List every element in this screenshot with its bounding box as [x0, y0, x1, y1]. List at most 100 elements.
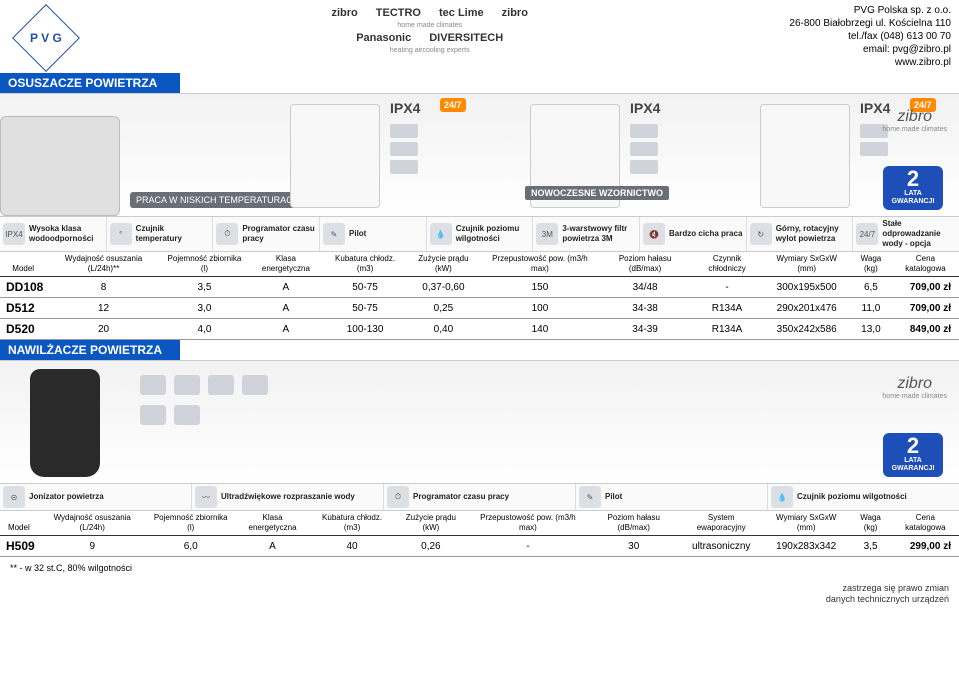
- brand-sub: heating aircooling experts: [390, 47, 470, 54]
- table-cell: A: [248, 319, 323, 340]
- table-cell: A: [248, 277, 323, 298]
- table-row: D520204,0A100-1300,4014034-39R134A350x24…: [0, 319, 959, 340]
- table-header: Model: [0, 252, 46, 277]
- feature-label: Czujnik poziomu wilgotności: [456, 224, 530, 244]
- table-cell: 40: [310, 536, 393, 557]
- table-cell: D520: [0, 319, 46, 340]
- table-cell: 34-39: [600, 319, 691, 340]
- warranty-lata: LATA: [883, 190, 943, 198]
- company-logo-text: P V G: [30, 31, 62, 45]
- humidifiers-table: ModelWydajność osuszania (L/24h)Pojemnoś…: [0, 511, 959, 557]
- table-cell: -: [468, 536, 588, 557]
- table-cell: A: [248, 298, 323, 319]
- table-cell: DD108: [0, 277, 46, 298]
- table-header: Przepustowość pow. (m3/h max): [468, 511, 588, 536]
- company-contact: PVG Polska sp. z o.o. 26-800 Białobrzegi…: [789, 4, 951, 69]
- table-header: Waga (kg): [850, 252, 892, 277]
- warranty-badge: 2 LATA GWARANCJI: [883, 166, 943, 210]
- company-name: PVG Polska sp. z o.o.: [789, 4, 951, 17]
- humidifiers-title: NAWILŻACZE POWIETRZA: [0, 340, 180, 360]
- brand-item: Panasonic: [352, 31, 415, 45]
- feature-label: Czujnik temperatury: [136, 224, 210, 244]
- warranty-text: GWARANCJI: [883, 198, 943, 206]
- warranty-lata: LATA: [883, 457, 943, 465]
- dehumidifiers-table: ModelWydajność osuszania (L/24h)**Pojemn…: [0, 252, 959, 340]
- feature-label: Górny, rotacyjny wylot powietrza: [776, 224, 850, 244]
- table-header: Zużycie prądu (kW): [394, 511, 468, 536]
- table-header: Poziom hałasu (dB/max): [588, 511, 680, 536]
- ipx-badge: IPX4: [390, 100, 420, 116]
- table-cell: 50-75: [324, 277, 407, 298]
- feature-icon: 💧: [430, 223, 452, 245]
- company-logo: P V G: [12, 4, 80, 72]
- feature-label: Wysoka klasa wodoodporności: [29, 224, 103, 244]
- table-cell: -: [691, 277, 764, 298]
- table-header: Przepustowość pow. (m3/h max): [480, 252, 599, 277]
- feature-item: °Czujnik temperatury: [107, 217, 214, 251]
- zibro-tagline: home made climates: [882, 126, 947, 133]
- table-header: Wymiary SxGxW (mm): [763, 252, 849, 277]
- table-cell: 3,0: [161, 298, 248, 319]
- brand-item: TECTRO: [372, 6, 425, 20]
- table-cell: 6,5: [850, 277, 892, 298]
- feature-label: Pilot: [349, 229, 366, 239]
- table-cell: A: [235, 536, 311, 557]
- feature-item: 24/7Stałe odprowadzanie wody - opcja: [853, 217, 959, 251]
- table-cell: 8: [46, 277, 160, 298]
- table-cell: 350x242x586: [763, 319, 849, 340]
- footnote: ** - w 32 st.C, 80% wilgotności: [0, 557, 959, 579]
- table-row: D512123,0A50-750,2510034-38R134A290x201x…: [0, 298, 959, 319]
- table-cell: 190x283x342: [763, 536, 850, 557]
- company-web: www.zibro.pl: [789, 56, 951, 69]
- table-cell: 100: [480, 298, 599, 319]
- table-header: Wydajność osuszania (L/24h)**: [46, 252, 160, 277]
- feature-icon: 🔇: [643, 223, 665, 245]
- zibro-brand: zibro home made climates: [882, 375, 947, 400]
- company-email: email: pvg@zibro.pl: [789, 43, 951, 56]
- feature-item: 🔇Bardzo cicha praca: [640, 217, 747, 251]
- table-cell: 30: [588, 536, 680, 557]
- table-row: DD10883,5A50-750,37-0,6015034/48-300x195…: [0, 277, 959, 298]
- company-phone: tel./fax (048) 613 00 70: [789, 30, 951, 43]
- product-image: [0, 116, 120, 216]
- disclaimer-line: danych technicznych urządzeń: [826, 594, 949, 605]
- table-cell: 34/48: [600, 277, 691, 298]
- table-cell: 299,00 zł: [892, 536, 959, 557]
- table-header: Czynnik chłodniczy: [691, 252, 764, 277]
- feature-icon: IPX4: [3, 223, 25, 245]
- table-header: Wydajność osuszania (L/24h): [38, 511, 147, 536]
- feature-icon: ↻: [750, 223, 772, 245]
- table-header: Kubatura chłodz. (m3): [310, 511, 393, 536]
- feature-item: ⊝Jonizator powietrza: [0, 484, 192, 510]
- table-cell: 0,25: [407, 298, 481, 319]
- banner-badge-low-temp: PRACA W NISKICH TEMPERATURACH: [130, 192, 305, 208]
- 247-badge: 24/7: [440, 98, 466, 112]
- table-cell: 4,0: [161, 319, 248, 340]
- table-cell: 20: [46, 319, 160, 340]
- table-header: System ewaporacyjny: [680, 511, 763, 536]
- humidifier-features: ⊝Jonizator powietrza〰Ultradźwiękowe rozp…: [0, 484, 959, 511]
- feature-label: Programator czasu pracy: [242, 224, 316, 244]
- feature-item: 3M3-warstwowy filtr powietrza 3M: [533, 217, 640, 251]
- table-cell: 34-38: [600, 298, 691, 319]
- table-cell: 3,5: [161, 277, 248, 298]
- company-address: 26-800 Białobrzegi ul. Kościelna 110: [789, 17, 951, 30]
- feature-item: ↻Górny, rotacyjny wylot powietrza: [747, 217, 854, 251]
- ipx-badge: IPX4: [630, 100, 660, 116]
- table-cell: D512: [0, 298, 46, 319]
- table-cell: 709,00 zł: [892, 277, 959, 298]
- table-cell: 849,00 zł: [892, 319, 959, 340]
- feature-item: IPX4Wysoka klasa wodoodporności: [0, 217, 107, 251]
- feature-mini-icons: [390, 124, 418, 174]
- zibro-logo-text: zibro: [882, 375, 947, 393]
- feature-label: Stałe odprowadzanie wody - opcja: [882, 219, 956, 249]
- zibro-tagline: home made climates: [882, 393, 947, 400]
- feature-item: 〰Ultradźwiękowe rozpraszanie wody: [192, 484, 384, 510]
- table-cell: R134A: [691, 319, 764, 340]
- table-cell: 11,0: [850, 298, 892, 319]
- table-header: Model: [0, 511, 38, 536]
- feature-item: ✎Pilot: [576, 484, 768, 510]
- feature-mini-icons: [140, 375, 268, 395]
- feature-label: Ultradźwiękowe rozpraszanie wody: [221, 492, 355, 502]
- table-cell: 300x195x500: [763, 277, 849, 298]
